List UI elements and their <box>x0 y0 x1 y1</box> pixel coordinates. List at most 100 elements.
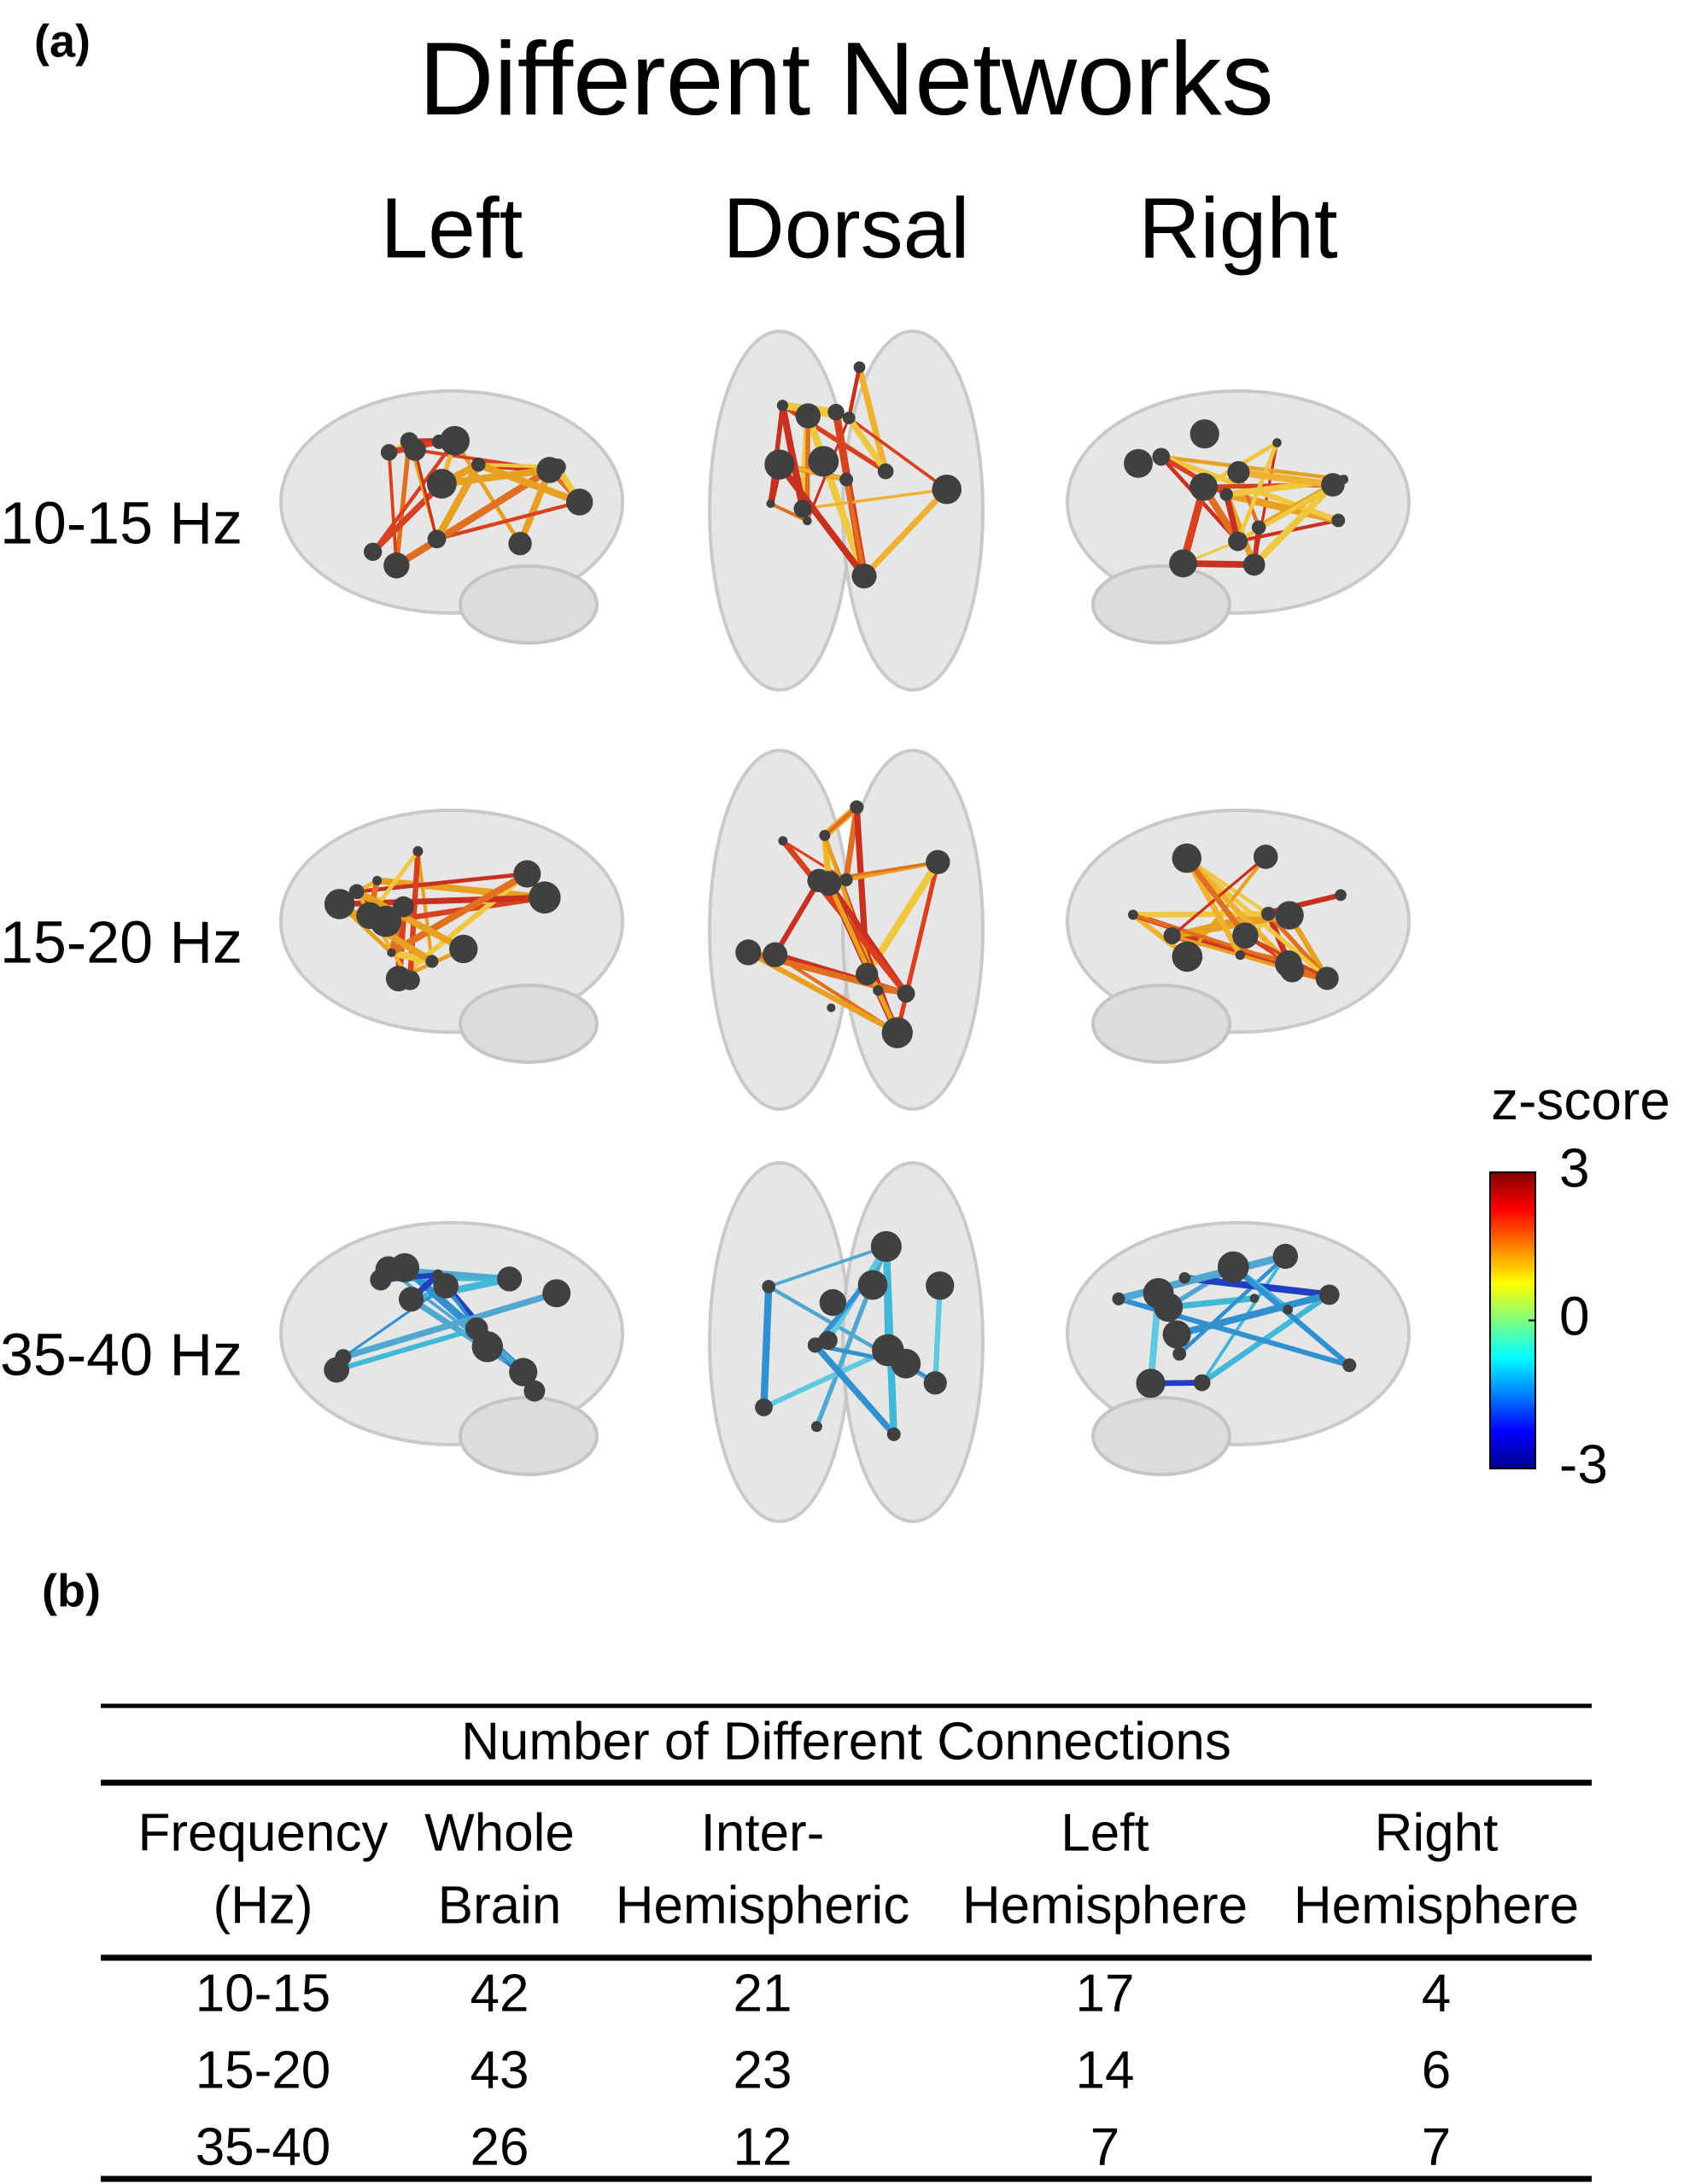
network-node <box>1235 949 1246 961</box>
network-node <box>764 449 795 480</box>
network-node <box>1154 1293 1184 1323</box>
column-header: (Hz) <box>213 1876 313 1935</box>
column-header: Hemispheric <box>616 1876 910 1935</box>
network-node <box>363 542 383 561</box>
network-node <box>385 966 412 992</box>
brain-hemisphere <box>708 749 851 1111</box>
network-edge <box>822 804 859 838</box>
network-edge <box>438 466 553 488</box>
table-caption: Number of Different Connections <box>461 1712 1231 1771</box>
network-edge <box>334 1326 480 1373</box>
table-cell: 14 <box>1076 2041 1135 2099</box>
colorbar-tick-label: -3 <box>1559 1434 1608 1495</box>
cerebellum <box>1091 984 1231 1064</box>
network-node <box>1227 461 1250 484</box>
brain-view <box>279 389 624 645</box>
network-node <box>398 1287 424 1312</box>
network-node <box>1342 1358 1357 1373</box>
colorbar-tick-label: 0 <box>1559 1285 1590 1346</box>
network-node <box>348 884 365 900</box>
network-node <box>897 984 915 1003</box>
network-node <box>881 1017 913 1048</box>
network-edge <box>1184 855 1292 967</box>
network-edge <box>1236 441 1279 544</box>
network-node <box>427 529 447 549</box>
network-node <box>449 934 478 964</box>
network-node <box>1331 513 1346 528</box>
network-node <box>1321 473 1345 497</box>
network-node <box>565 488 593 516</box>
figure-title: Different Networks <box>418 20 1273 137</box>
network-edge <box>760 1282 773 1411</box>
table-cell: 4 <box>1422 1964 1451 2023</box>
column-header: Frequency <box>138 1803 389 1862</box>
network-node <box>509 1358 538 1387</box>
brain-view <box>1066 809 1411 1064</box>
network-node <box>1217 1251 1249 1283</box>
network-node <box>523 1380 546 1402</box>
network-node <box>807 1337 823 1353</box>
network-edge <box>394 438 412 569</box>
column-header: Brain <box>438 1876 562 1935</box>
network-node <box>324 1357 350 1383</box>
network-node <box>856 962 879 985</box>
network-node <box>1232 922 1259 949</box>
network-node <box>926 1271 955 1300</box>
network-node <box>508 532 532 556</box>
network-node <box>425 955 439 968</box>
column-header: Right <box>1375 1803 1499 1862</box>
table-cell: 10-15 <box>196 1964 331 2023</box>
network-node <box>1127 909 1138 920</box>
network-node <box>853 361 866 373</box>
network-edge <box>895 859 941 1036</box>
network-edge <box>371 439 457 554</box>
network-edge <box>413 448 439 540</box>
network-node <box>1283 1305 1293 1315</box>
table-cell: 15-20 <box>196 2041 331 2099</box>
network-node <box>1190 472 1218 501</box>
column-header: Left <box>1061 1803 1149 1862</box>
network-node <box>383 552 410 579</box>
network-node <box>818 1330 838 1351</box>
network-node <box>372 875 383 885</box>
network-node <box>412 845 424 857</box>
network-node <box>1315 966 1339 990</box>
network-node <box>324 889 355 920</box>
network-edge <box>342 1284 447 1359</box>
network-node <box>370 905 402 937</box>
network-edge <box>932 1282 943 1386</box>
network-node <box>440 425 471 456</box>
network-edge <box>775 461 868 580</box>
table-cell: 21 <box>734 1964 792 2023</box>
network-node <box>842 412 856 424</box>
network-node <box>1124 448 1153 478</box>
network-node <box>778 836 788 846</box>
network-node <box>932 474 962 505</box>
network-edge <box>407 1275 513 1303</box>
network-node <box>542 1279 571 1308</box>
network-node <box>1242 553 1266 576</box>
network-edge <box>1177 1254 1288 1357</box>
network-edge <box>801 488 949 511</box>
brain-view <box>279 809 624 1064</box>
network-node <box>426 469 457 499</box>
network-node <box>1136 1369 1166 1399</box>
network-edge <box>474 460 583 506</box>
network-node <box>857 1270 888 1300</box>
network-node <box>850 800 864 815</box>
network-edge <box>812 1341 897 1438</box>
network-node <box>1275 901 1304 930</box>
view-label: Dorsal <box>723 180 970 276</box>
network-edge <box>435 499 582 541</box>
network-edge <box>844 477 867 579</box>
network-node <box>380 444 398 461</box>
network-edge <box>373 877 548 902</box>
brain-view <box>708 1161 985 1523</box>
network-node <box>886 1427 901 1441</box>
network-node <box>795 403 821 429</box>
colorbar-title: z-score <box>1491 1070 1670 1131</box>
network-node <box>810 1421 822 1433</box>
network-node <box>1228 531 1248 552</box>
network-node <box>1318 1284 1340 1305</box>
network-node <box>1260 906 1276 921</box>
